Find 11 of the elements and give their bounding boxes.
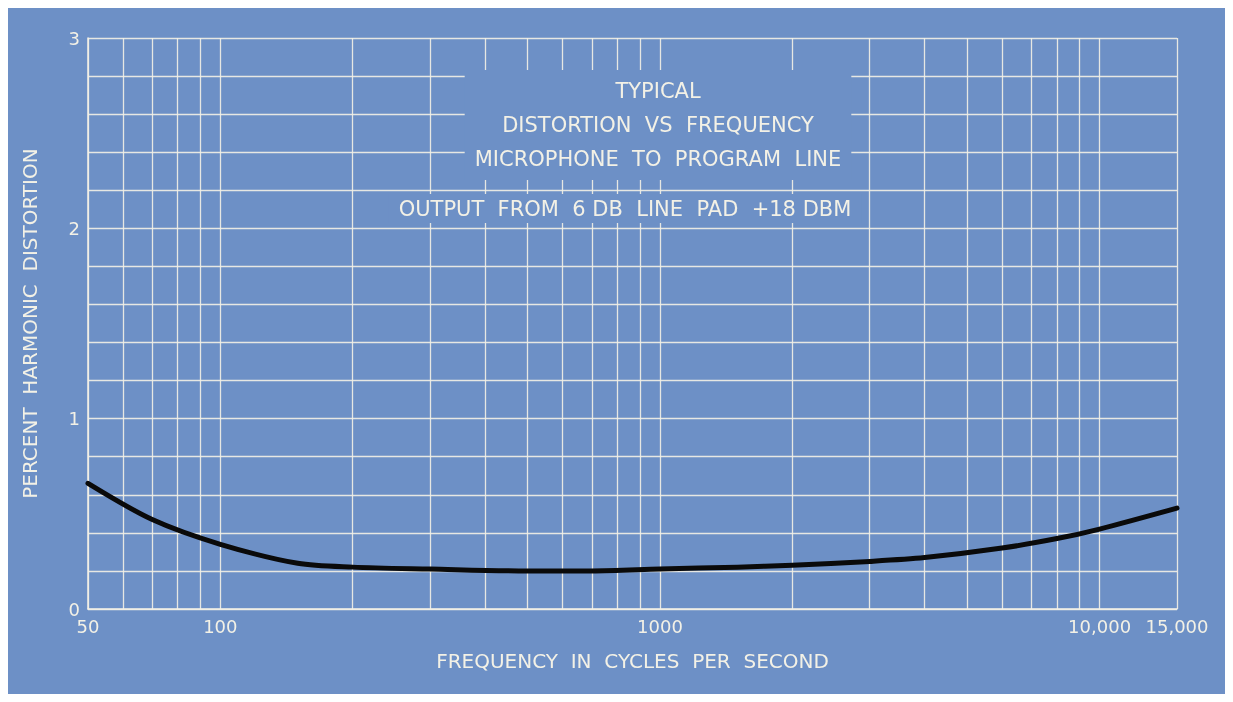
x-tick-label: 1000 — [637, 615, 683, 637]
y-tick-label: 1 — [68, 408, 80, 430]
y-tick-label: 3 — [68, 27, 80, 49]
x-axis-title: FREQUENCY IN CYCLES PER SECOND — [436, 649, 829, 673]
text: TYPICAL DISTORTION VS FREQUENCY MICROPHONE TO PROGRAM LINE — [474, 79, 842, 171]
text: OUTPUT FROM 6 DB LINE PAD +18 DBM — [398, 196, 852, 221]
x-tick-label: 10,000 — [1068, 615, 1132, 637]
x-tick-label: 15,000 — [1145, 615, 1209, 637]
y-axis-title: PERCENT HARMONIC DISTORTION — [18, 148, 42, 499]
x-tick-label: 100 — [203, 615, 238, 637]
y-tick-label: 2 — [68, 217, 80, 239]
